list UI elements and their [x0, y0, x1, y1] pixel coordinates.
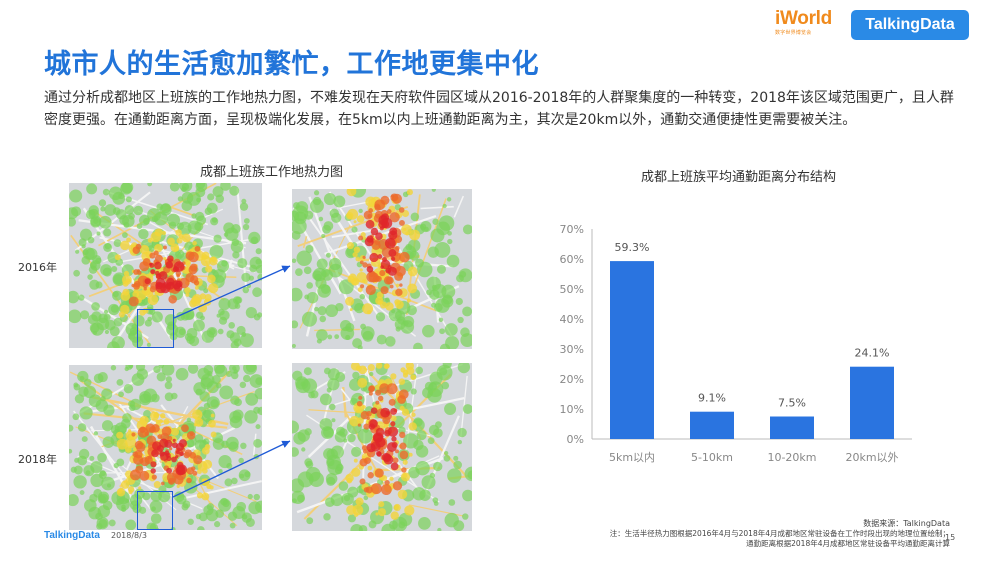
y-tick-label: 10% [560, 403, 584, 416]
bar [850, 366, 894, 439]
iworld-logo: iWorld 数字世界博览会 [775, 8, 832, 36]
zoom-region-box-2016 [137, 309, 174, 348]
bar-value-label: 7.5% [778, 397, 806, 410]
x-tick-label: 5-10km [691, 451, 733, 464]
slide-description: 通过分析成都地区上班族的工作地热力图，不难发现在天府软件园区域从2016-201… [44, 90, 954, 128]
bar [690, 411, 734, 439]
map-2016-zoom-image [292, 189, 472, 349]
year-label-2016: 2016年 [18, 261, 57, 274]
y-tick-label: 70% [560, 223, 584, 236]
slide-title: 城市人的生活愈加繁忙，工作地更集中化 [44, 49, 539, 80]
bar [610, 261, 654, 439]
footer-logo: TalkingData [44, 530, 100, 541]
commute-distance-bar-chart: 0% 10% 20% 30% 40% 50% 60% 70% 59.3% 5km以内 9.1% 5-1… [560, 223, 912, 464]
y-tick-label: 20% [560, 373, 584, 386]
map-2016-city-image [69, 183, 262, 348]
heatmap-2016-city [69, 183, 262, 348]
x-tick-label: 20km以外 [845, 451, 898, 464]
x-tick-label: 10-20km [767, 451, 816, 464]
footnote-line-1: 注：生活半径热力图根据2016年4月与2018年4月成都地区常驻设备在工作时段出… [609, 529, 950, 538]
map-2018-city-image [69, 365, 262, 530]
zoom-arrow-2016 [173, 265, 291, 319]
y-tick-label: 0% [567, 433, 584, 446]
zoom-arrow-2018 [172, 440, 291, 498]
footnote: 注：生活半径热力图根据2016年4月与2018年4月成都地区常驻设备在工作时段出… [610, 529, 950, 549]
zoom-region-box-2018 [137, 491, 173, 530]
map-2018-zoom-image [292, 363, 472, 531]
x-tick-label: 5km以内 [609, 450, 655, 464]
heatmap-2018-city [69, 365, 262, 530]
talkingdata-logo: TalkingData [851, 10, 969, 40]
iworld-logo-subtext: 数字世界博览会 [775, 30, 812, 36]
data-source: 数据来源：TalkingData [863, 519, 950, 528]
iworld-logo-text: iWorld [775, 8, 832, 29]
heatmap-2018-zoom [292, 363, 472, 531]
footer-date: 2018/8/3 [111, 531, 147, 540]
y-tick-label: 50% [560, 283, 584, 296]
y-tick-label: 60% [560, 253, 584, 266]
heatmap-title: 成都上班族工作地热力图 [200, 165, 344, 180]
year-label-2018: 2018年 [18, 453, 57, 466]
bar-value-label: 9.1% [698, 392, 726, 405]
bar [770, 416, 814, 439]
heatmap-2016-zoom [292, 189, 472, 349]
y-tick-label: 30% [560, 343, 584, 356]
bar-value-label: 59.3% [615, 241, 650, 254]
page-number: 15 [945, 533, 956, 542]
footnote-line-2: 通勤距离根据2018年4月成都地区常驻设备平均通勤距离计算 [746, 539, 950, 548]
bar-value-label: 24.1% [855, 347, 890, 360]
chart-title: 成都上班族平均通勤距离分布结构 [641, 170, 837, 185]
y-tick-label: 40% [560, 313, 584, 326]
